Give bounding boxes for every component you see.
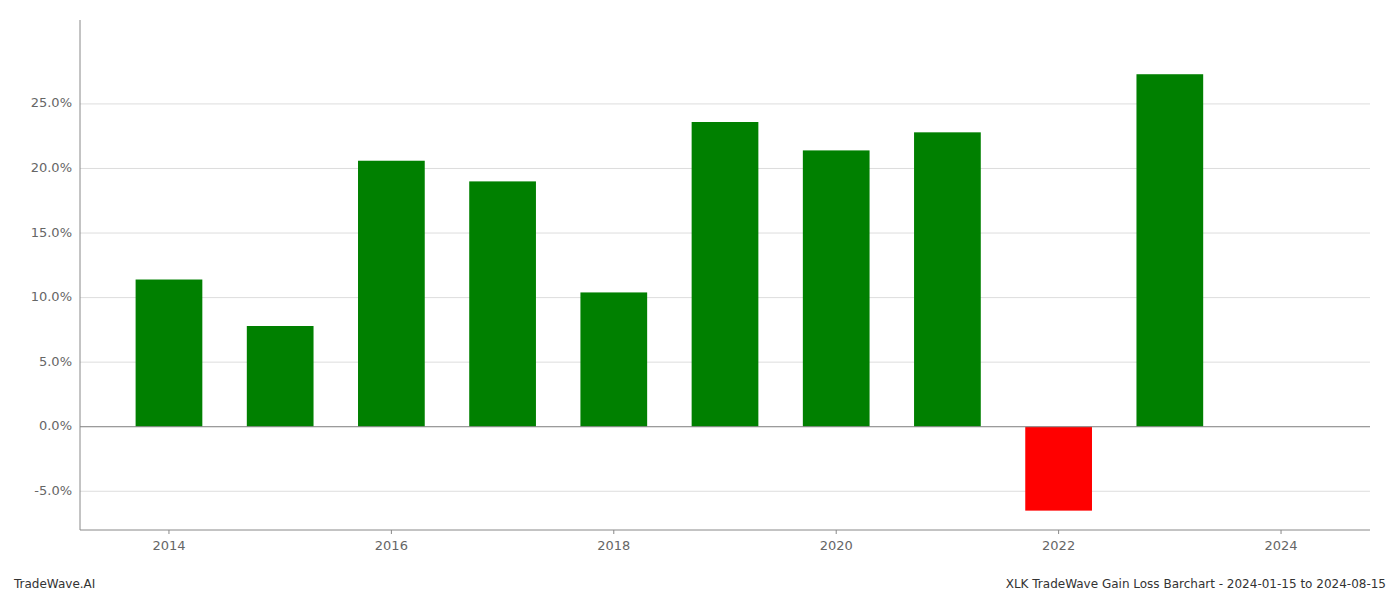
bar <box>914 132 981 426</box>
zero-line <box>80 426 1370 427</box>
x-axis-line <box>80 530 1370 531</box>
x-tick-label: 2024 <box>1264 538 1297 553</box>
x-tick <box>836 530 837 534</box>
x-tick <box>1058 530 1059 534</box>
bar <box>692 122 759 427</box>
x-tick <box>168 530 169 534</box>
chart: -5.0% 0.0% 5.0% 10.0% 15.0% 20.0% 25.0% 2014 201… <box>0 0 1400 600</box>
y-axis-line <box>80 20 81 530</box>
bar <box>803 150 870 426</box>
y-tick-label: 20.0% <box>31 160 72 175</box>
x-tick <box>613 530 614 534</box>
bar <box>247 326 314 427</box>
x-tick-label: 2014 <box>152 538 185 553</box>
x-tick-label: 2022 <box>1042 538 1075 553</box>
footer-text: TradeWave.AI <box>13 577 95 591</box>
grid-line <box>80 426 1370 427</box>
bar <box>136 280 203 427</box>
bar <box>1136 74 1203 426</box>
bar <box>358 161 425 427</box>
footer-text: XLK TradeWave Gain Loss Barchart - 2024-… <box>1006 577 1386 591</box>
bar <box>1025 427 1092 511</box>
bars <box>136 74 1204 510</box>
x-tick-label: 2016 <box>375 538 408 553</box>
bar <box>580 292 647 426</box>
x-tick-label: 2018 <box>597 538 630 553</box>
y-tick-label: 25.0% <box>31 95 72 110</box>
y-tick-label: -5.0% <box>34 483 72 498</box>
grid-line <box>80 491 1370 492</box>
x-tick-label: 2020 <box>820 538 853 553</box>
bar <box>469 181 536 426</box>
y-tick-label: 10.0% <box>31 289 72 304</box>
x-tick <box>1281 530 1282 534</box>
x-tick <box>391 530 392 534</box>
y-tick-label: 15.0% <box>31 225 72 240</box>
y-tick-label: 5.0% <box>39 354 72 369</box>
y-tick-label: 0.0% <box>39 418 72 433</box>
